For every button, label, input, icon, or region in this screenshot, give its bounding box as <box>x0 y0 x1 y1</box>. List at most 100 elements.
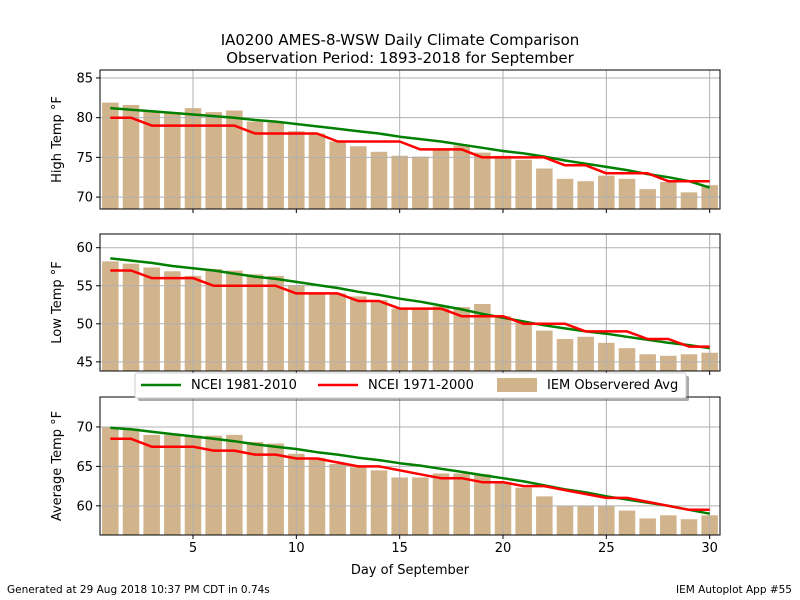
y-tick-label-70: 70 <box>76 420 93 435</box>
bar-day-9 <box>267 443 284 535</box>
legend-label: NCEI 1981-2010 <box>191 378 297 393</box>
legend-label: NCEI 1971-2000 <box>368 378 474 393</box>
bar-day-16 <box>412 156 429 209</box>
series-line-ncei-1981-2010 <box>110 257 710 350</box>
bar-day-14 <box>370 470 388 535</box>
bar-day-7 <box>226 110 243 209</box>
x-tick-label-15: 15 <box>391 541 408 556</box>
bar-day-1 <box>102 261 119 371</box>
bar-day-17 <box>432 473 450 535</box>
bar-day-26 <box>618 510 636 535</box>
legend-box <box>134 372 687 399</box>
bar-day-6 <box>205 269 222 371</box>
bar-day-21 <box>515 322 532 371</box>
bar-day-26 <box>618 178 636 209</box>
bar-day-28 <box>660 181 677 209</box>
y-tick-label-60: 60 <box>76 241 93 256</box>
y-tick-label-75: 75 <box>76 151 93 166</box>
legend-entry-iem-observered-avg: IEM Observered Avg <box>497 378 678 393</box>
bar-day-22 <box>536 168 553 209</box>
y-tick-label-85: 85 <box>76 71 93 86</box>
bar-day-29 <box>680 519 698 535</box>
y-tick-label-65: 65 <box>76 460 93 475</box>
bar-day-27 <box>639 189 656 209</box>
bar-day-21 <box>515 159 532 209</box>
chart-panel-3: 60 65 70 5 10 15 20 25 30 Average Temp °F Day of S… <box>50 396 721 578</box>
bar-day-26 <box>618 348 636 371</box>
bar-day-1 <box>102 426 119 535</box>
bar-day-18 <box>453 473 470 535</box>
series-line-ncei-1971-2000 <box>110 437 710 512</box>
x-tick-label-20: 20 <box>495 541 512 556</box>
bar-day-1 <box>102 102 119 209</box>
series-line-ncei-1971-2000 <box>110 269 710 348</box>
bar-day-29 <box>680 354 698 371</box>
grid <box>100 234 720 371</box>
bars <box>102 261 718 371</box>
bar-day-3 <box>143 434 160 535</box>
bar-day-12 <box>329 464 346 535</box>
y-axis-label: Low Temp °F <box>50 261 65 344</box>
y-axis-label: High Temp °F <box>50 96 65 183</box>
bar-day-22 <box>536 496 553 535</box>
series-line-ncei-1971-2000 <box>110 116 710 183</box>
bar-day-8 <box>246 121 264 209</box>
bar-day-23 <box>556 339 574 371</box>
chart-title: IA0200 AMES-8-WSW Daily Climate Comparis… <box>220 31 580 49</box>
bar-day-2 <box>122 428 140 535</box>
bar-day-13 <box>350 146 367 209</box>
legend-entry-ncei-1981-2010: NCEI 1981-2010 <box>141 378 297 393</box>
bar-day-6 <box>205 112 222 209</box>
bar-day-28 <box>660 355 677 371</box>
bar-day-21 <box>515 487 532 535</box>
bar-day-13 <box>350 467 367 535</box>
bar-day-17 <box>432 149 450 209</box>
y-tick-label-70: 70 <box>76 191 93 206</box>
bar-day-23 <box>556 505 574 535</box>
bar-day-19 <box>474 152 491 209</box>
bar-day-19 <box>474 304 491 371</box>
y-tick-label-50: 50 <box>76 317 93 332</box>
bars <box>102 102 718 209</box>
axes-frame <box>99 233 721 372</box>
bar-day-14 <box>370 300 388 371</box>
bar-day-12 <box>329 141 346 209</box>
y-axis-label: Average Temp °F <box>50 411 65 521</box>
grid <box>100 397 720 535</box>
bar-day-7 <box>226 270 243 371</box>
footer-app: IEM Autoplot App #55 <box>676 584 792 596</box>
x-axis-label: Day of September <box>351 563 470 578</box>
bar-day-23 <box>556 178 574 209</box>
bar-day-27 <box>639 354 656 371</box>
x-tick-label-25: 25 <box>598 541 615 556</box>
y-tick-label-60: 60 <box>76 499 93 514</box>
bar-day-18 <box>453 145 470 209</box>
bar-day-11 <box>308 133 326 209</box>
bar-day-13 <box>350 296 367 371</box>
bar-day-27 <box>639 518 656 535</box>
chart-subtitle: Observation Period: 1893-2018 for Septem… <box>226 49 574 67</box>
bar-day-22 <box>536 330 553 371</box>
bars <box>102 426 718 535</box>
series-line-ncei-1981-2010 <box>110 106 711 189</box>
bar-day-19 <box>474 474 491 535</box>
bar-day-9 <box>267 122 284 209</box>
bar-day-12 <box>329 293 346 371</box>
y-tick-label-55: 55 <box>76 279 93 294</box>
bar-day-8 <box>246 441 264 535</box>
footer-generated: Generated at 29 Aug 2018 10:37 PM CDT in… <box>7 584 270 596</box>
x-tick-label-30: 30 <box>701 541 718 556</box>
bar-day-8 <box>246 274 264 371</box>
bar-day-11 <box>308 293 326 371</box>
legend-label: IEM Observered Avg <box>547 378 678 393</box>
bar-day-11 <box>308 457 326 535</box>
x-tick-label-5: 5 <box>189 541 197 556</box>
grid <box>100 70 720 209</box>
bar-day-4 <box>164 434 181 535</box>
y-tick-label-45: 45 <box>76 355 93 370</box>
axes-frame <box>99 69 721 210</box>
legend-patch-swatch <box>497 378 537 392</box>
bar-day-29 <box>680 192 698 209</box>
bar-day-6 <box>205 435 222 535</box>
